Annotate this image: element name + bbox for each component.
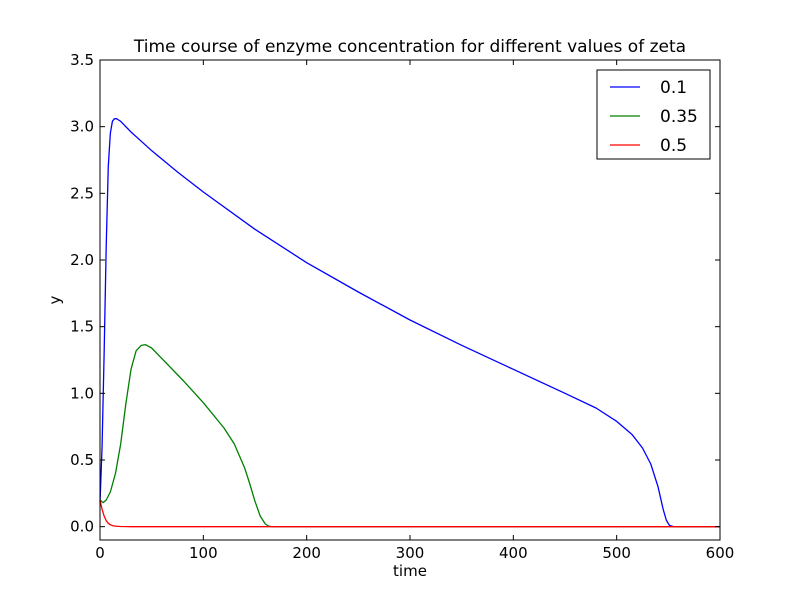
x-tick-label: 300: [396, 544, 425, 562]
legend-label-0: 0.1: [660, 78, 687, 98]
y-tick-label: 3.5: [70, 51, 94, 69]
x-tick-label: 100: [189, 544, 218, 562]
legend-label-2: 0.5: [660, 136, 687, 156]
legend: 0.1 0.35 0.5: [596, 69, 711, 160]
x-axis-label: time: [393, 562, 427, 580]
x-tick-label: 500: [602, 544, 631, 562]
x-tick-label: 0: [95, 544, 105, 562]
series-line-0.5: [99, 499, 720, 528]
y-tick-label: 0.5: [70, 451, 94, 469]
y-tick-label: 1.0: [70, 384, 94, 402]
y-tick-label: 2.5: [70, 184, 94, 202]
axis-ticks: 0 100 200 300 400 500 600 0.0 0.5 1.0 1.5 2.0 2.5 3.0…: [70, 51, 734, 562]
x-tick-label: 600: [706, 544, 735, 562]
y-axis-label: y: [46, 295, 64, 304]
plot-frame: [99, 59, 721, 541]
data-lines: [99, 118, 720, 528]
y-tick-label: 2.0: [70, 251, 94, 269]
y-tick-label: 0.0: [70, 518, 94, 536]
y-tick-label: 1.5: [70, 318, 94, 336]
x-tick-label: 200: [292, 544, 321, 562]
x-tick-label: 400: [499, 544, 528, 562]
chart-title: Time course of enzyme concentration for …: [133, 37, 686, 57]
series-line-0.1: [99, 118, 720, 528]
legend-label-1: 0.35: [660, 107, 698, 127]
legend-frame: [596, 69, 711, 160]
y-tick-label: 3.0: [70, 118, 94, 136]
series-line-0.35: [99, 344, 720, 528]
